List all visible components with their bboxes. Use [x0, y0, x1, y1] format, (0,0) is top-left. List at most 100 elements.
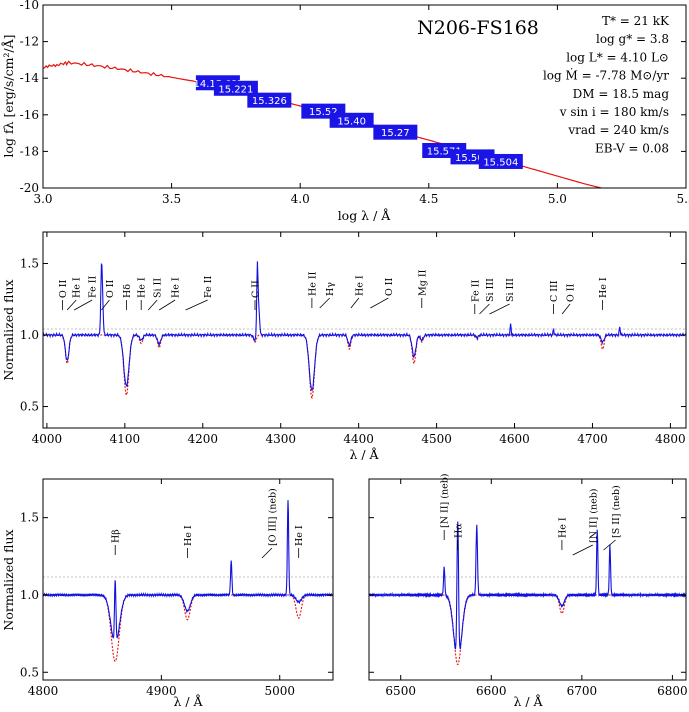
blue-line-id-label: Fe II: [203, 276, 214, 298]
sed-photometry-label: 15.504: [455, 153, 490, 164]
blue-x-tick-label: 4000: [32, 432, 63, 446]
blue-x-tick-label: 4300: [265, 432, 296, 446]
blue-ticks: 4000 4100 4200 4300 4400 4500 4600 4700 4800 0.5 1…: [20, 232, 686, 446]
sed-y-tick-label: -16: [20, 108, 39, 122]
hbeta-x-axis-label: λ / Å: [173, 694, 203, 709]
blue-line-id-label: He I: [171, 277, 182, 298]
sed-parameter: vrad = 240 km/s: [567, 123, 669, 137]
hbeta-line-id-label: He I: [183, 525, 194, 546]
sed-y-tick-label: -14: [20, 71, 40, 85]
sed-photometry-box: [478, 153, 523, 169]
sed-model-curve: [43, 60, 602, 188]
blue-line-id-label: He I: [354, 275, 365, 296]
sed-photometry-label: 15.326: [252, 96, 287, 107]
blue-line-id-label: He II: [307, 271, 318, 296]
blue-x-tick-label: 4500: [421, 432, 452, 446]
halpha-x-tick-label: 6600: [476, 684, 507, 698]
hbeta-x-tick-label: 4800: [28, 684, 59, 698]
halpha-line-id-label: [N II] (neb): [588, 488, 599, 543]
blue-line-id-tick: [185, 299, 208, 311]
sed-photometry-label: 15.52: [309, 107, 338, 118]
blue-line-id-label: He I: [598, 277, 609, 298]
halpha-x-tick-label: 6500: [385, 684, 416, 698]
sed-parameters: T* = 21 kK log g* = 3.8 log L* = 4.10 L⊙ lo…: [543, 14, 670, 155]
sed-photometry-label: 15.40: [337, 116, 366, 127]
blue-line-id-label: C III: [549, 280, 560, 302]
sed-photometry-layer: 14.15.0??15.22115.32615.5215.4015.2715.5…: [193, 75, 523, 169]
blue-y-tick-label: 1.5: [20, 256, 39, 270]
halpha-line-id-label: Hα: [453, 523, 464, 538]
sed-y-tick-label: -10: [20, 0, 39, 12]
hbeta-x-tick-label: 4900: [146, 684, 177, 698]
blue-line-id-label: O II: [58, 279, 69, 298]
blue-x-tick-label: 4200: [188, 432, 219, 446]
blue-x-tick-label: 4600: [499, 432, 530, 446]
sed-parameter: v sin i = 180 km/s: [559, 105, 669, 119]
hbeta-panel: Hβ He I [O III] (neb) He I 4800 4900 5000 0.5 1…: [1, 478, 334, 709]
blue-spectrum-layer: [43, 261, 686, 400]
blue-y-tick-label: 0.5: [20, 400, 39, 414]
sed-y-axis-label: log fλ [erg/s/cm²/Å]: [1, 34, 16, 157]
sed-parameter: DM = 18.5 mag: [573, 87, 670, 101]
halpha-x-tick-label: 6700: [567, 684, 598, 698]
sed-x-tick-label: 5.0: [548, 192, 567, 206]
blue-line-id-label: Fe II: [88, 276, 99, 298]
halpha-line-id-tick: [572, 544, 593, 556]
hbeta-model-spectrum: [43, 594, 333, 663]
sed-y-tick-label: -12: [20, 35, 39, 49]
hbeta-y-tick-label: 0.5: [20, 665, 39, 679]
halpha-x-tick-label: 6800: [657, 684, 688, 698]
hbeta-line-id-label: Hβ: [111, 529, 122, 543]
sed-parameter: log g* = 3.8: [596, 32, 669, 46]
blue-line-id-label: Si II: [153, 278, 164, 298]
blue-line-id-tick: [561, 303, 571, 315]
blue-line-id-label: O II: [105, 279, 116, 298]
sed-y-tick-label: -20: [20, 181, 39, 195]
sed-photometry-label: 15.221: [218, 84, 253, 95]
blue-line-id-label: Si III: [505, 278, 516, 302]
sed-photometry-box: [373, 124, 418, 140]
blue-line-id-tick: [350, 297, 360, 309]
halpha-line-id-label: [S II] (neb): [611, 485, 622, 538]
blue-line-id-tick: [101, 299, 110, 311]
blue-line-id-label: He I: [72, 277, 83, 298]
blue-line-id-tick: [147, 299, 158, 311]
sed-ticks: 3.0 3.5 4.0 4.5 5.0 5.5 -10 -12 -14 -16 -18 -20: [20, 0, 689, 206]
sed-photometry-box: [247, 92, 292, 108]
blue-line-id-label: Hγ: [325, 282, 336, 296]
halpha-frame: [368, 478, 687, 681]
blue-line-id-label: Si III: [485, 278, 496, 302]
blue-line-id-label: Mg II: [417, 269, 428, 296]
sed-photometry-label: 15.571: [427, 146, 462, 157]
sed-photometry-box: [213, 80, 258, 96]
blue-frame: [42, 231, 687, 429]
halpha-line-id-label: [N II] (neb): [440, 473, 451, 528]
blue-x-axis-label: λ / Å: [349, 447, 379, 462]
sed-x-tick-label: 4.0: [291, 192, 310, 206]
blue-line-id-label: O II: [384, 277, 395, 296]
halpha-model-spectrum: [369, 594, 686, 666]
halpha-line-id-label: He I: [557, 517, 568, 538]
sed-x-tick-label: 4.5: [419, 192, 438, 206]
sed-parameter: T* = 21 kK: [602, 14, 670, 28]
sed-photometry-label: 15.504: [483, 157, 518, 168]
hbeta-y-axis-label: Normalized flux: [1, 529, 16, 630]
blue-line-id-tick: [66, 299, 77, 311]
blue-line-id-tick: [319, 297, 330, 309]
sed-parameter: log Ṁ = -7.78 M⊙/yr: [543, 68, 669, 83]
blue-line-id-tick: [479, 303, 490, 315]
hbeta-frame: [42, 478, 334, 681]
sed-x-tick-label: 3.5: [162, 192, 181, 206]
sed-y-tick-label: -18: [20, 144, 39, 158]
halpha-observed-spectrum: [369, 521, 686, 650]
blue-line-id-label: O II: [566, 283, 577, 302]
sed-parameter: EB-V = 0.08: [595, 141, 669, 155]
sed-title: N206-FS168: [417, 17, 539, 39]
hbeta-x-tick-label: 5000: [264, 684, 295, 698]
sed-photometry-box: [329, 112, 374, 128]
sed-frame: [42, 4, 687, 189]
blue-line-id-tick: [158, 299, 176, 311]
blue-y-axis-label: Normalized flux: [1, 279, 16, 380]
hbeta-ticks: 4800 4900 5000 0.5 1.0 1.5: [20, 479, 333, 698]
